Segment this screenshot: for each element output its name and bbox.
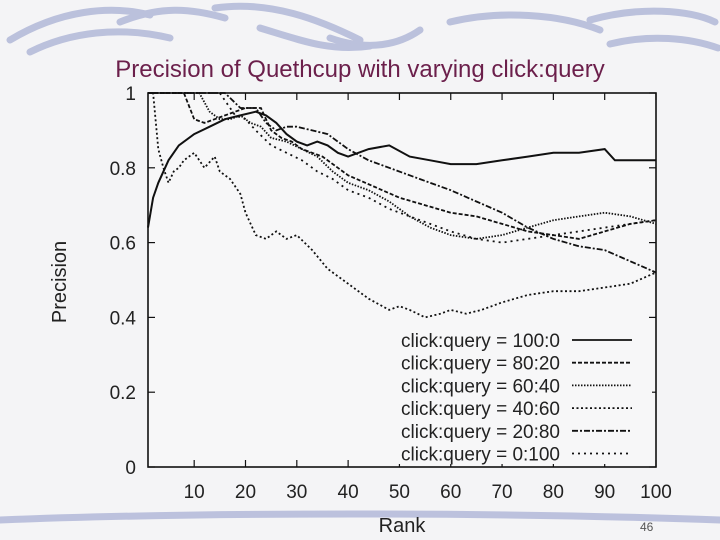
y-tick-label: 0.8 [110, 159, 136, 180]
x-tick-label: 100 [640, 482, 672, 503]
x-tick-label: 50 [389, 482, 410, 503]
legend-label: click:query = 60:40 [401, 376, 560, 397]
x-axis-label: Rank [379, 515, 427, 537]
slide-title: Precision of Quethcup with varying click… [115, 56, 605, 83]
y-tick-label: 0.2 [110, 383, 136, 404]
series-line-4 [148, 92, 657, 319]
x-tick-label: 40 [338, 482, 359, 503]
y-tick-label: 0 [125, 458, 136, 479]
x-tick-label: 90 [594, 482, 615, 503]
x-tick-label: 70 [491, 482, 512, 503]
series-line-5 [148, 92, 657, 274]
legend-label: click:query = 80:20 [401, 354, 560, 375]
legend-label: click:query = 20:80 [401, 422, 560, 443]
y-tick-label: 1 [125, 84, 136, 105]
x-tick-label: 80 [543, 482, 564, 503]
x-tick-label: 10 [184, 482, 205, 503]
legend-label: click:query = 40:60 [401, 399, 560, 420]
series-line-6 [148, 92, 657, 244]
legend-label: click:query = 0:100 [401, 445, 560, 466]
legend-label: click:query = 100:0 [401, 331, 560, 352]
y-axis-label: Precision [49, 241, 71, 323]
series-line-1 [147, 110, 656, 228]
y-tick-label: 0.4 [110, 308, 137, 329]
y-tick-label: 0.6 [110, 234, 136, 255]
series-line-3 [148, 92, 657, 240]
legend-box [360, 322, 652, 464]
x-tick-label: 30 [286, 482, 307, 503]
page-number: 46 [640, 520, 654, 534]
x-tick-label: 20 [235, 482, 256, 503]
x-tick-label: 60 [440, 482, 461, 503]
